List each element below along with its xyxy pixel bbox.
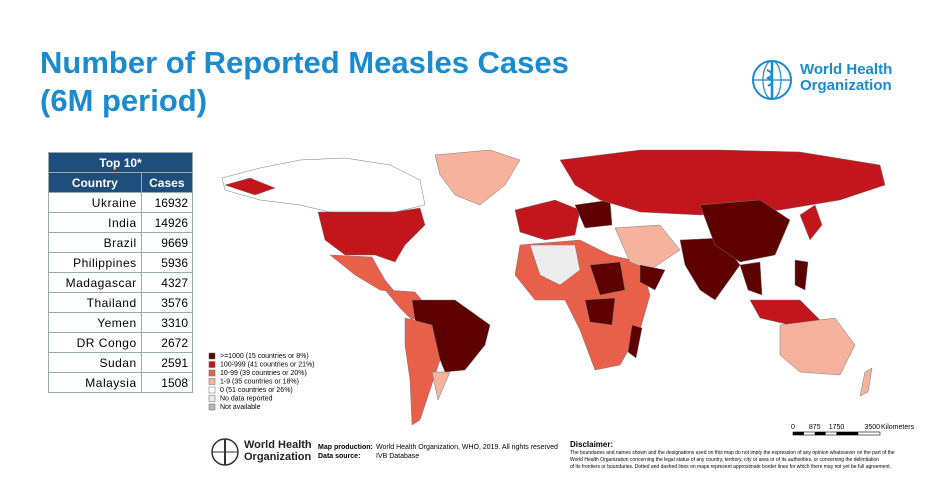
who-emblem [752, 60, 792, 100]
legend-swatch [208, 361, 216, 368]
table-body: Ukraine 16932 India 14926 Brazil 9669 Philippi… [48, 192, 194, 393]
legend-swatch [208, 403, 216, 411]
legend-label: 100-999 (41 countries or 21%) [220, 361, 315, 368]
scale-label: 3500 [864, 424, 880, 431]
legend-label: 0 (51 countries or 26%) [220, 387, 293, 394]
table-row: Brazil 9669 [48, 232, 194, 253]
disclaimer-line: of its frontiers or boundaries. Dotted a… [570, 464, 892, 470]
who-emblem [211, 438, 239, 466]
text: World Health Organization, WHO, 2019. Al… [376, 444, 558, 451]
legend-swatch [208, 378, 216, 385]
cases-cell: 2591 [140, 352, 194, 373]
cases-cell: 5936 [140, 252, 194, 273]
legend-swatch [208, 395, 216, 402]
table-row: Thailand 3576 [48, 292, 194, 313]
cases-cell: 1508 [140, 372, 194, 393]
table-row: India 14926 [48, 212, 194, 233]
logo-text: Organization [244, 450, 312, 463]
title-line: Number of Reported Measles Cases [40, 45, 569, 80]
legend-label: 10-99 (39 countries or 20%) [220, 370, 307, 377]
legend-label: 1-9 (35 countries or 18%) [220, 378, 299, 385]
table-row: Philippines 5936 [48, 252, 194, 273]
scale-segment [793, 432, 804, 435]
logo-text: World Health [800, 61, 893, 78]
label: Map production: [318, 444, 373, 451]
country-cell: India [48, 212, 142, 233]
country-cell: Philippines [48, 252, 142, 273]
table-row: Malaysia 1508 [48, 372, 194, 393]
column-header: Country [48, 172, 142, 193]
legend-label: >=1000 (15 countries or 8%) [220, 353, 309, 360]
logo-text: World Health [244, 439, 312, 451]
disclaimer-title: Disclaimer: [570, 440, 614, 449]
country-cell: Thailand [48, 292, 142, 313]
country-cell: Malaysia [48, 372, 142, 393]
cases-cell: 9669 [140, 232, 194, 253]
legend-swatch [208, 369, 216, 377]
legend-swatch [208, 386, 216, 394]
disclaimer: The boundaries and names shown and the d… [570, 450, 930, 471]
disclaimer-line: World Health Organization concerning the… [570, 457, 880, 463]
logo-text: Organization [800, 76, 892, 94]
table-row: Ukraine 16932 [48, 192, 194, 213]
label: Data source: [318, 453, 361, 460]
scale-label: 1750 [829, 424, 845, 431]
disclaimer-line: The boundaries and names shown and the d… [570, 450, 895, 456]
top10-table: Top 10* Country Cases Ukraine 16932 India 14… [48, 152, 194, 393]
table-row: DR Congo 2672 [48, 332, 194, 353]
scale-segment [836, 432, 859, 435]
scale-segment [814, 432, 826, 435]
legend: >=1000 (15 countries or 8%)100-999 (41 c… [208, 352, 315, 411]
scale-label: 0 [791, 424, 795, 431]
text: IVB Database [376, 453, 420, 460]
scale-unit: Kilometers [881, 424, 915, 431]
legend-swatch [208, 352, 216, 360]
cases-cell: 14926 [140, 212, 194, 233]
cases-cell: 2672 [140, 332, 194, 353]
title-line: (6M period) [40, 83, 208, 118]
legend-label: No data reported [220, 395, 273, 402]
legend-label: Not available [220, 404, 261, 411]
scale-bar: 0 875 1750 3500 Kilometers [791, 424, 915, 436]
countries [221, 149, 886, 426]
scale-label: 875 [809, 424, 821, 431]
table-row: Yemen 3310 [48, 312, 194, 333]
